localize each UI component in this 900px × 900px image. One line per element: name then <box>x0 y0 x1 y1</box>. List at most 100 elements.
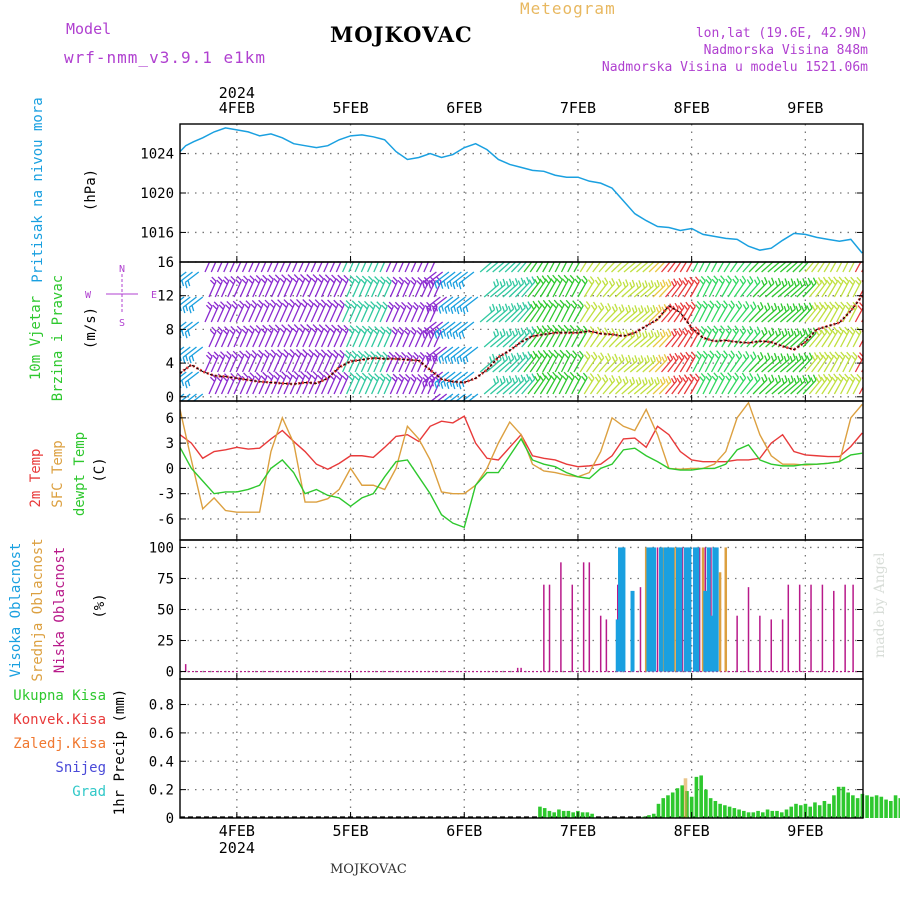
wind-barb <box>533 377 547 395</box>
wind-barb <box>333 376 343 395</box>
wind-barb-flag <box>673 256 676 261</box>
wind-barb-flag <box>290 250 294 254</box>
wind-barb-flag <box>845 255 849 259</box>
wind-barb-flag <box>254 278 260 284</box>
wind-barb-flag <box>446 382 450 390</box>
wind-barb-flag <box>678 277 683 284</box>
text-layer: 1016102010240481216-6-3036025507510000.2… <box>8 84 823 857</box>
wind-barb-flag <box>601 377 607 383</box>
temp-series-1 <box>179 401 863 513</box>
wind-barb-flag <box>866 303 870 308</box>
wind-barb-flag <box>822 276 828 283</box>
wind-barb-flag <box>735 303 740 310</box>
wind-barb-flag <box>834 351 840 357</box>
wind-barb-flag <box>659 331 664 338</box>
wind-barb-flag <box>536 325 541 332</box>
wind-barb <box>615 284 629 298</box>
wind-barb <box>452 271 469 284</box>
wind-barb-flag <box>627 354 632 361</box>
wind-barb-flag <box>235 279 241 285</box>
wind-barb-flag <box>658 354 662 361</box>
wind-barb-flag <box>650 330 654 337</box>
wind-barb-flag <box>184 332 188 339</box>
cloud-bar <box>644 547 648 672</box>
wind-barb-flag <box>324 371 331 377</box>
wind-barb-flag <box>746 376 751 382</box>
precip-bar <box>561 810 566 818</box>
wind-barb-flag <box>458 383 462 390</box>
wind-barb <box>742 306 757 323</box>
wind-barb-flag <box>824 301 829 308</box>
wind-barb-flag <box>228 329 235 335</box>
wind-barb-flag <box>565 299 571 306</box>
wind-barb <box>640 335 654 348</box>
wind-barb-flag <box>662 329 666 336</box>
wind-barb-flag <box>615 281 620 288</box>
wind-barb-flag <box>405 304 412 311</box>
wind-barb-flag <box>184 382 188 389</box>
wind-barb-flag <box>317 374 323 380</box>
wind-barb-flag <box>790 375 794 382</box>
wind-barb-flag <box>491 353 496 360</box>
wind-barb-flag <box>300 371 306 377</box>
wind-barb <box>746 331 761 348</box>
wind-barb-flag <box>271 250 275 254</box>
wind-barb-flag <box>592 301 598 308</box>
wind-barb-flag <box>424 280 428 287</box>
cloud-bar <box>560 562 562 672</box>
wind-barb-flag <box>527 301 532 308</box>
wind-barb <box>339 376 349 395</box>
cloud-bar <box>833 590 835 672</box>
wind-barb <box>754 307 771 323</box>
wind-barb-flag <box>442 403 444 409</box>
precip-bar <box>808 806 813 818</box>
cloud-bar <box>798 584 801 672</box>
wind-barb-flag <box>628 255 630 261</box>
wind-barb-flag <box>207 351 213 357</box>
wind-barb-flag <box>262 274 268 280</box>
wind-barb-flag <box>622 378 627 385</box>
wind-barb-flag <box>355 372 361 378</box>
precip-bar <box>547 810 552 818</box>
cloud-bar <box>681 547 684 672</box>
cloud-bar <box>658 547 663 672</box>
wind-barb-flag <box>540 353 546 359</box>
wind-barb-flag <box>495 375 500 382</box>
wind-barb <box>188 346 204 358</box>
ytick-label: 8 <box>166 322 174 338</box>
wind-barb <box>358 280 368 298</box>
grid-layer <box>180 124 863 819</box>
wind-barb <box>729 262 739 273</box>
wind-barb-flag <box>328 250 332 254</box>
wind-barb-flag <box>627 304 632 311</box>
wind-barb <box>180 321 193 333</box>
wind-barb-flag <box>520 327 525 334</box>
wind-barb-flag <box>185 305 189 312</box>
wind-barb-flag <box>435 376 441 383</box>
wind-barb-flag <box>584 255 588 260</box>
wind-barb <box>216 355 226 373</box>
wind-barb-flag <box>522 351 526 358</box>
wind-barb-flag <box>413 351 419 358</box>
wind-barb-flag <box>519 354 524 361</box>
wind-barb-flag <box>232 300 238 306</box>
wind-barb-flag <box>531 254 534 259</box>
wind-barb-flag <box>407 351 413 358</box>
wind-barb-flag <box>634 355 638 362</box>
wind-barb-flag <box>589 326 595 332</box>
wind-barb-flag <box>535 353 540 360</box>
wind-barb-flag <box>312 274 318 280</box>
wind-barb-flag <box>676 330 681 337</box>
wind-barb-flag <box>787 330 791 338</box>
wind-barb-flag <box>436 403 438 409</box>
wind-barb-flag <box>818 301 824 308</box>
wind-barb-flag <box>590 354 596 361</box>
wind-barb-flag <box>838 354 844 361</box>
wind-barb-flag <box>312 324 318 330</box>
ytick-label: 100 <box>149 540 174 556</box>
wind-barb-flag <box>678 327 683 334</box>
wind-barb-flag <box>674 352 679 359</box>
wind-barb-flag <box>727 275 732 281</box>
wind-barb-flag <box>447 355 451 362</box>
wind-barb-flag <box>376 351 382 357</box>
